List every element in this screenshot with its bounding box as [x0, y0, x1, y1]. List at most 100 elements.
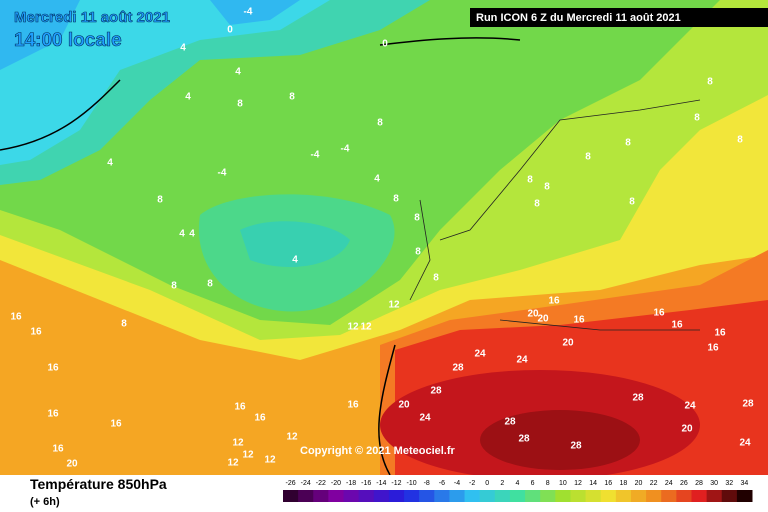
scale-swatch — [283, 490, 299, 502]
scale-swatch — [615, 490, 632, 502]
contour-label: -4 — [218, 168, 227, 179]
contour-label: 16 — [30, 327, 42, 338]
scale-label: 10 — [559, 480, 567, 487]
contour-label: 28 — [452, 363, 464, 374]
contour-label: 24 — [739, 438, 751, 449]
contour-label: 12 — [347, 322, 359, 333]
scale-swatch — [540, 490, 556, 502]
isotherm-line — [0, 37, 521, 476]
contour-label: 16 — [47, 363, 59, 374]
contour-label: 8 — [694, 113, 700, 124]
scale-label: -12 — [391, 480, 401, 487]
contour-label: 8 — [625, 138, 631, 149]
scale-swatch — [328, 490, 345, 502]
contour-label: 28 — [504, 417, 516, 428]
contour-label: 16 — [10, 312, 22, 323]
scale-label: -20 — [331, 480, 341, 487]
contour-label: 8 — [207, 279, 213, 290]
contour-label: 28 — [742, 399, 754, 410]
contour-label: 4 — [189, 229, 195, 240]
scale-swatch — [646, 490, 662, 502]
contour-label: 20 — [527, 309, 539, 320]
scale-swatch — [373, 490, 390, 502]
contour-label: 20 — [537, 314, 549, 325]
scale-swatch — [449, 490, 466, 502]
contour-label: 16 — [347, 400, 359, 411]
scale-label: 34 — [741, 480, 749, 487]
scale-label: 14 — [589, 480, 597, 487]
contour-label: 28 — [518, 434, 530, 445]
contour-label: 16 — [47, 409, 59, 420]
contour-label: 8 — [534, 199, 540, 210]
contour-label: 24 — [684, 401, 696, 412]
contour-label: 0 — [227, 25, 233, 36]
scale-label: 28 — [695, 480, 703, 487]
contour-label: 28 — [570, 441, 582, 452]
scale-label: -22 — [316, 480, 326, 487]
contour-label: 24 — [516, 355, 528, 366]
contour-label: 8 — [585, 152, 591, 163]
contour-label: 8 — [237, 99, 243, 110]
scale-swatch — [676, 490, 692, 502]
contour-label: 8 — [707, 77, 713, 88]
scale-swatch — [585, 490, 602, 502]
scale-swatch — [509, 490, 526, 502]
scale-swatch — [479, 490, 496, 502]
contour-label: 12 — [232, 438, 244, 449]
scale-swatch — [343, 490, 360, 502]
scale-swatch — [706, 490, 723, 502]
contour-label: 4 — [180, 43, 186, 54]
contour-label: 8 — [415, 247, 421, 258]
scale-label: 20 — [635, 480, 643, 487]
scale-swatch — [525, 490, 541, 502]
contour-label: 16 — [234, 402, 246, 413]
copyright: Copyright © 2021 Meteociel.fr — [300, 445, 456, 457]
scale-label: -6 — [439, 480, 445, 487]
coastline — [409, 99, 701, 331]
contour-label: 20 — [66, 459, 78, 470]
contour-label: 4 — [185, 92, 191, 103]
contour-label: -4 — [311, 150, 320, 161]
scale-label: 0 — [485, 480, 489, 487]
scale-swatch — [736, 490, 753, 502]
scale-label: 16 — [604, 480, 612, 487]
contour-label: 16 — [548, 296, 560, 307]
scale-label: -8 — [424, 480, 430, 487]
scale-label: 22 — [650, 480, 658, 487]
scale-label: 2 — [500, 480, 504, 487]
contour-label: 4 — [292, 255, 298, 266]
scale-label: -14 — [376, 480, 386, 487]
contour-label: 16 — [653, 308, 665, 319]
scale-label: -2 — [469, 480, 475, 487]
scale-label: -26 — [286, 480, 296, 487]
contour-label: 4 — [179, 229, 185, 240]
contour-label: 8 — [527, 175, 533, 186]
run-banner — [470, 8, 768, 27]
contour-label: 20 — [562, 338, 574, 349]
scale-label: 6 — [531, 480, 535, 487]
run-info: Run ICON 6 Z du Mercredi 11 août 2021 — [476, 12, 681, 24]
scale-label: -4 — [454, 480, 460, 487]
contour-label: 12 — [388, 300, 400, 311]
scale-label: 24 — [665, 480, 673, 487]
contour-label: 8 — [121, 319, 127, 330]
scale-label: 8 — [546, 480, 550, 487]
scale-swatch — [419, 490, 435, 502]
scale-swatch — [388, 490, 405, 502]
footer-lead: (+ 6h) — [30, 496, 60, 508]
color-scale: -26 -24 -22 -20 -18 -16 -14 -12 -10 -8 -6 -4 -2 0 2 4 6 8… — [283, 480, 753, 502]
contour-label: 24 — [419, 413, 431, 424]
field-cyan — [0, 0, 330, 165]
contour-label: 28 — [632, 393, 644, 404]
contour-label: 4 — [374, 174, 380, 185]
contour-label: 8 — [377, 118, 383, 129]
scale-swatch — [298, 490, 314, 502]
field-blue — [0, 0, 80, 70]
contour-label: -4 — [341, 144, 350, 155]
footer-title: Température 850hPa — [30, 476, 167, 492]
contour-label: 16 — [110, 419, 122, 430]
scale-swatch — [494, 490, 511, 502]
